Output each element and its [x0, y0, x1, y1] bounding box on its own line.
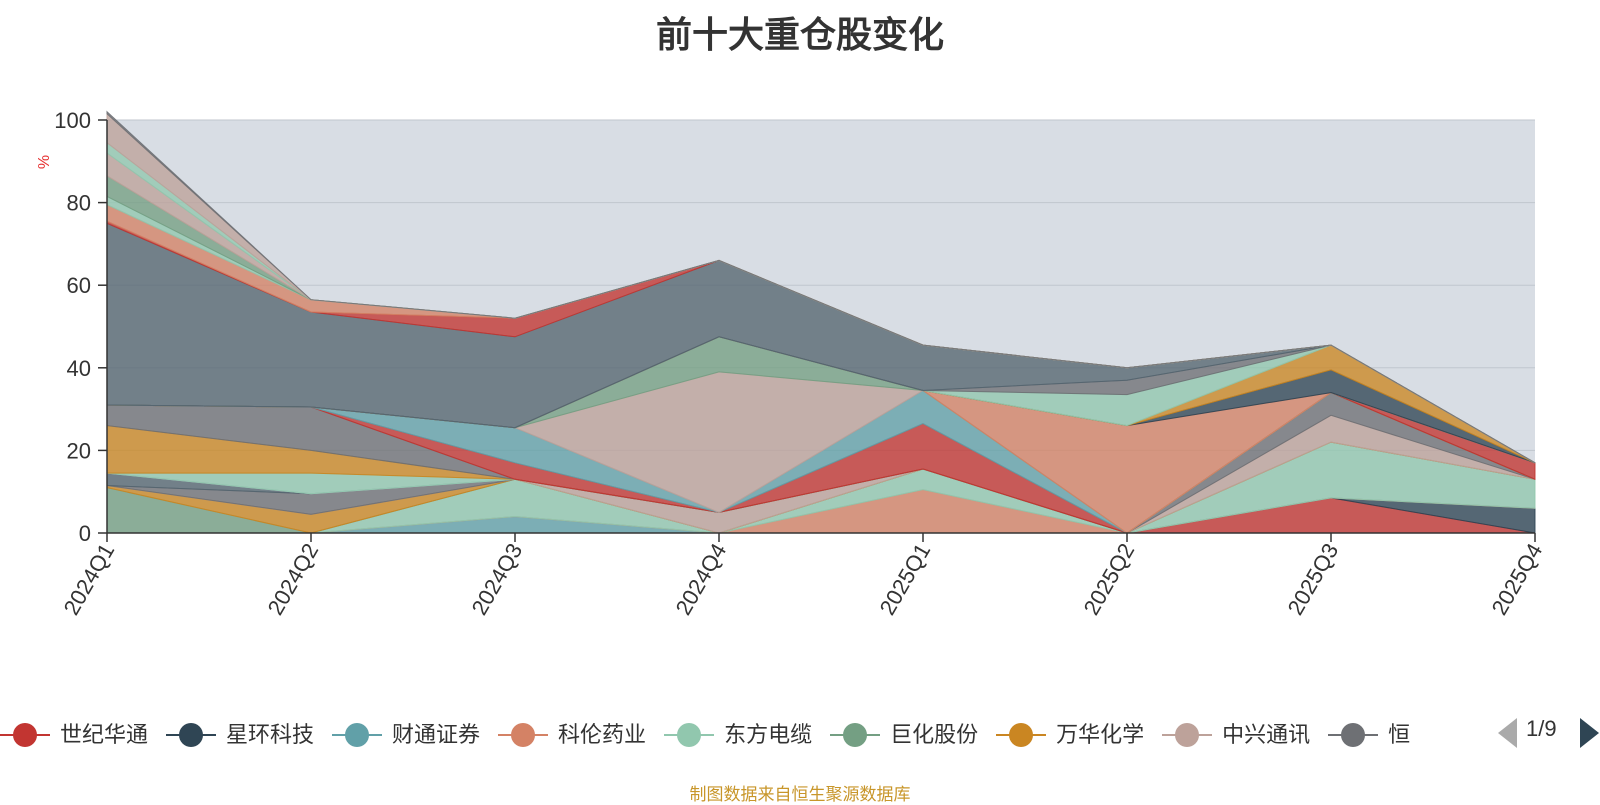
legend-dot-icon	[13, 723, 37, 747]
y-tick-label: 0	[79, 521, 91, 546]
legend-dot-icon	[511, 723, 536, 747]
legend-item[interactable]: 东方电缆	[664, 718, 812, 752]
legend-item[interactable]: 世纪华通	[0, 718, 148, 752]
x-tick-label: 2025Q2	[1079, 539, 1140, 619]
y-tick-label: 40	[67, 356, 91, 381]
y-tick-label: 20	[67, 438, 91, 463]
legend-item[interactable]: 科伦药业	[498, 718, 646, 752]
legend-label: 巨化股份	[890, 722, 979, 747]
x-tick-label: 2025Q3	[1283, 539, 1344, 619]
y-axis-unit-label: %	[36, 155, 53, 169]
legend-next-icon[interactable]	[1580, 718, 1599, 748]
legend-item[interactable]: 财通证券	[332, 718, 480, 752]
x-tick-label: 2025Q1	[875, 539, 936, 619]
legend-prev-icon[interactable]	[1498, 718, 1517, 748]
legend-label: 财通证券	[392, 722, 481, 747]
x-tick-label: 2025Q4	[1487, 539, 1548, 619]
legend-item[interactable]: 万华化学	[996, 718, 1144, 752]
legend-item[interactable]: 巨化股份	[830, 718, 978, 752]
legend-item[interactable]: 星环科技	[166, 718, 314, 752]
legend-label: 世纪华通	[60, 722, 149, 747]
legend-dot-icon	[677, 723, 702, 747]
legend-label: 东方电缆	[724, 722, 813, 747]
chart-title: 前十大重仓股变化	[655, 14, 944, 55]
legend-item[interactable]: 恒	[1328, 718, 1410, 752]
legend-dot-icon	[345, 723, 370, 747]
area-series-31[interactable]	[106, 110, 1536, 464]
chart-legend[interactable]: 世纪华通 星环科技 财通证券 科伦药业 东方电缆 巨化股份 万华化学 中兴通讯 恒	[0, 718, 1485, 752]
x-tick-label: 2024Q1	[59, 539, 120, 619]
data-source-note: 制图数据来自恒生聚源数据库	[689, 785, 911, 804]
y-tick-label: 100	[54, 108, 91, 133]
legend-label: 科伦药业	[558, 722, 647, 747]
legend-dot-icon	[843, 723, 868, 747]
legend-label: 恒	[1388, 722, 1411, 747]
legend-dot-icon	[1175, 723, 1200, 747]
legend-dot-icon	[179, 723, 204, 747]
x-tick-label: 2024Q3	[467, 539, 528, 619]
legend-label: 星环科技	[226, 722, 315, 747]
x-tick-label: 2024Q4	[671, 539, 732, 619]
y-tick-label: 80	[67, 191, 91, 216]
legend-dot-icon	[1009, 723, 1034, 747]
legend-label: 中兴通讯	[1222, 722, 1311, 747]
legend-label: 万华化学	[1056, 722, 1145, 747]
legend-page-indicator: 1/9	[1526, 716, 1557, 741]
legend-dot-icon	[1341, 723, 1366, 747]
legend-pager: 1/9	[1498, 716, 1599, 752]
legend-item[interactable]: 中兴通讯	[1162, 718, 1310, 752]
y-tick-label: 60	[67, 273, 91, 298]
x-tick-label: 2024Q2	[263, 539, 324, 619]
